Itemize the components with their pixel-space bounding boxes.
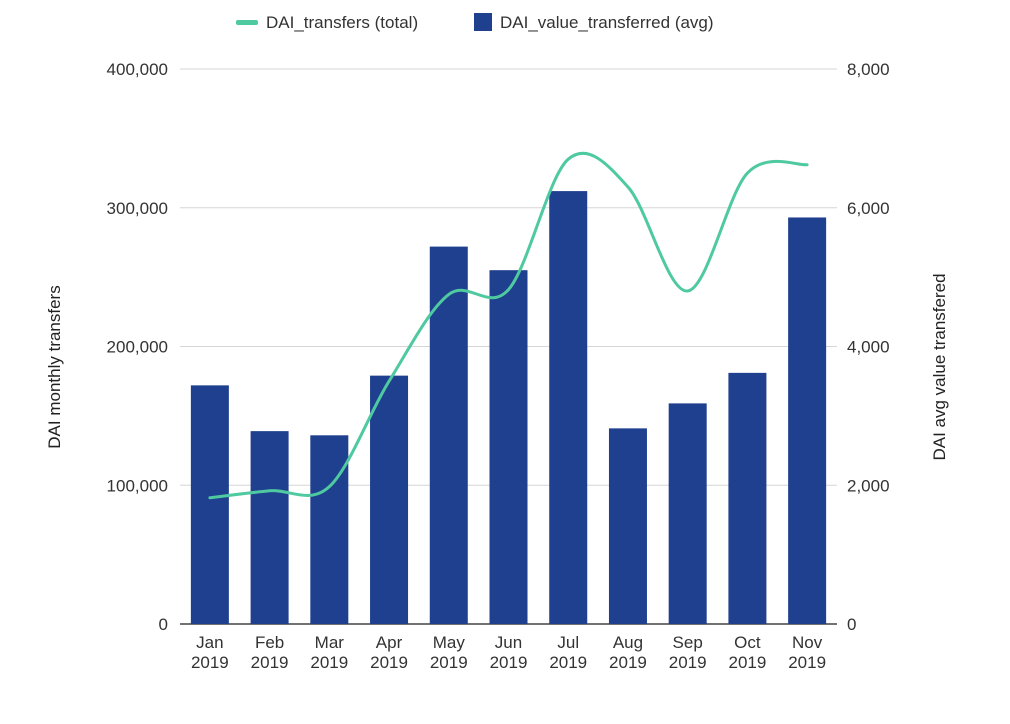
bar <box>429 246 468 624</box>
x-tick-year: 2019 <box>490 653 528 672</box>
x-tick-month: Aug <box>613 633 643 652</box>
line-path <box>208 151 809 500</box>
legend-bar-swatch <box>474 13 492 31</box>
legend-line-swatch <box>236 20 258 25</box>
bar <box>370 375 409 624</box>
x-tick-month: Feb <box>255 633 284 652</box>
left-tick-label: 300,000 <box>107 199 168 218</box>
x-tick-month: Mar <box>315 633 345 652</box>
legend-bar-label: DAI_value_transferred (avg) <box>500 13 714 32</box>
x-tick-month: Jul <box>557 633 579 652</box>
x-tick-year: 2019 <box>191 653 229 672</box>
bar-series <box>190 191 827 624</box>
bar <box>608 428 647 624</box>
x-tick-year: 2019 <box>609 653 647 672</box>
bar <box>250 431 289 624</box>
x-tick-month: Oct <box>734 633 761 652</box>
right-tick-label: 2,000 <box>847 476 890 495</box>
x-tick-year: 2019 <box>788 653 826 672</box>
bar <box>788 217 827 624</box>
bar <box>489 270 528 624</box>
x-tick-month: Jun <box>495 633 522 652</box>
x-tick-month: Nov <box>792 633 823 652</box>
left-tick-label: 200,000 <box>107 338 168 357</box>
bar <box>549 191 588 624</box>
x-tick-year: 2019 <box>669 653 707 672</box>
x-tick-month: May <box>433 633 466 652</box>
right-axis-ticks: 0 2,000 4,000 6,000 8,000 <box>847 60 890 634</box>
x-tick-year: 2019 <box>728 653 766 672</box>
left-tick-label: 100,000 <box>107 476 168 495</box>
bar <box>668 403 707 624</box>
x-tick-month: Sep <box>673 633 703 652</box>
x-tick-month: Apr <box>376 633 403 652</box>
bar <box>728 372 767 624</box>
bar <box>190 385 229 624</box>
left-axis-ticks: 0 100,000 200,000 300,000 400,000 <box>107 60 168 634</box>
bar <box>310 435 349 624</box>
x-axis-ticks: Jan2019Feb2019Mar2019Apr2019May2019Jun20… <box>191 633 826 672</box>
right-axis-title: DAI avg value transfered <box>930 273 949 460</box>
x-tick-year: 2019 <box>370 653 408 672</box>
legend: DAI_transfers (total) DAI_value_transfer… <box>236 13 714 32</box>
right-tick-label: 8,000 <box>847 60 890 79</box>
right-tick-label: 0 <box>847 615 856 634</box>
left-tick-label: 0 <box>159 615 168 634</box>
right-tick-label: 6,000 <box>847 199 890 218</box>
legend-line-label: DAI_transfers (total) <box>266 13 418 32</box>
x-tick-year: 2019 <box>549 653 587 672</box>
x-tick-month: Jan <box>196 633 223 652</box>
line-series <box>208 151 809 500</box>
right-tick-label: 4,000 <box>847 338 890 357</box>
x-tick-year: 2019 <box>430 653 468 672</box>
x-tick-year: 2019 <box>251 653 289 672</box>
left-tick-label: 400,000 <box>107 60 168 79</box>
left-axis-title: DAI monthly transfers <box>45 285 64 448</box>
x-tick-year: 2019 <box>310 653 348 672</box>
